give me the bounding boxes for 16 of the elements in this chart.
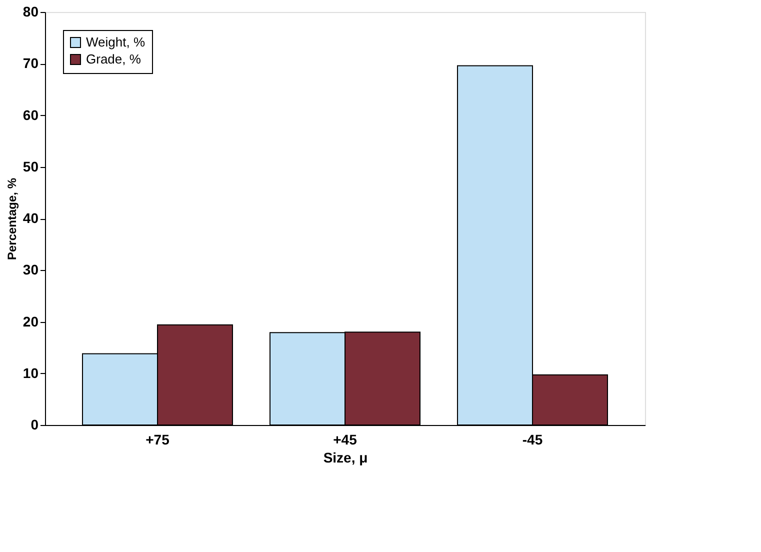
y-tick-label: 20 [22, 313, 39, 330]
y-tick-label: 80 [22, 4, 39, 20]
x-tick-label: +45 [333, 432, 358, 448]
y-tick-label: 50 [22, 158, 39, 174]
legend-label: Grade, % [86, 52, 142, 66]
x-tick-label: +75 [146, 432, 170, 448]
y-tick-label: 30 [22, 262, 39, 278]
y-axis-title: Percentage, % [4, 178, 19, 260]
x-axis-title: Size, μ [323, 450, 368, 466]
x-tick-label: -45 [522, 432, 543, 448]
legend-label: Weight, % [86, 34, 146, 50]
y-tick-label: 60 [22, 106, 39, 123]
y-tick-label: 40 [22, 210, 39, 226]
y-tick-label: 70 [22, 55, 39, 72]
y-tick-label: 10 [22, 364, 39, 381]
y-tick-label: 0 [30, 416, 39, 432]
